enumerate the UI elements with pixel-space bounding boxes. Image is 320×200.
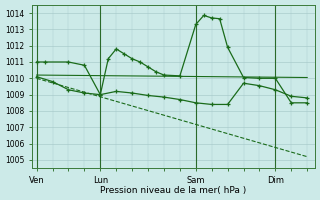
X-axis label: Pression niveau de la mer( hPa ): Pression niveau de la mer( hPa ) xyxy=(100,186,247,195)
